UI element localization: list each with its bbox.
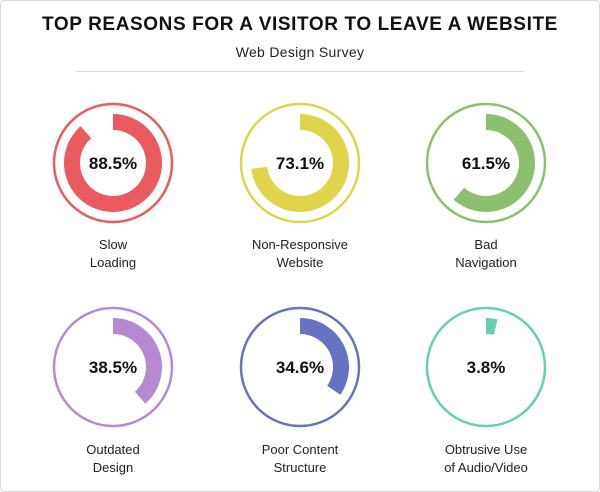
donut-outer-ring <box>52 102 174 224</box>
donut-outer-ring <box>425 102 547 224</box>
donut-category-label: Non-Responsive Website <box>215 236 385 272</box>
donut-value-label: 73.1% <box>276 154 324 173</box>
donut-chart: 88.5% <box>52 102 174 224</box>
donut-category-label-line: of Audio/Video <box>444 460 528 475</box>
donut-category-label-line: Non-Responsive <box>251 237 349 252</box>
donut-category-label: Obtrusive Use of Audio/Video <box>401 441 571 477</box>
donut-value-label: 34.6% <box>276 358 324 377</box>
donut-category-label-line: Design <box>92 460 134 475</box>
donut-outer-ring <box>52 306 174 428</box>
donut-value-arc <box>453 114 535 212</box>
donut-value-arc <box>112 318 162 404</box>
donut-category-label-line: Slow <box>98 237 128 252</box>
donut-value-arc <box>299 318 349 395</box>
donut-chart: 34.6% <box>239 306 361 428</box>
donut-category-label: Outdated Design <box>28 441 198 477</box>
donut-chart: 73.1% <box>239 102 361 224</box>
donut-category-label-line: Poor Content <box>261 442 339 457</box>
donut-category-label-line: Website <box>276 255 324 270</box>
donut-category-label-line: Obtrusive Use <box>444 442 528 457</box>
donut-category-label: Bad Navigation <box>401 236 571 272</box>
donut-outer-ring <box>239 306 361 428</box>
donut-category-label: Poor Content Structure <box>215 441 385 477</box>
donut-value-arc <box>485 317 498 335</box>
chart-subtitle: Web Design Survey <box>235 44 365 60</box>
donut-chart: 61.5% <box>425 102 547 224</box>
donut-chart: 38.5% <box>52 306 174 428</box>
donut-category-label-line: Loading <box>89 255 137 270</box>
donut-category-label-line: Navigation <box>455 255 517 270</box>
donut-value-label: 88.5% <box>89 154 137 173</box>
donut-value-label: 38.5% <box>89 358 137 377</box>
donut-category-label: Slow Loading <box>28 236 198 272</box>
donut-category-label-line: Bad <box>474 237 498 252</box>
donut-outer-ring <box>425 306 547 428</box>
donut-category-label-line: Outdated <box>86 442 140 457</box>
donut-outer-ring <box>239 102 361 224</box>
donut-chart: 3.8% <box>425 306 547 428</box>
donut-value-arc <box>251 114 349 212</box>
donut-value-label: 3.8% <box>467 358 506 377</box>
title-divider <box>76 71 524 72</box>
donut-value-label: 61.5% <box>462 154 510 173</box>
chart-title: TOP REASONS FOR A VISITOR TO LEAVE A WEB… <box>42 14 558 35</box>
donut-category-label-line: Structure <box>273 460 327 475</box>
donut-value-arc <box>64 114 162 212</box>
